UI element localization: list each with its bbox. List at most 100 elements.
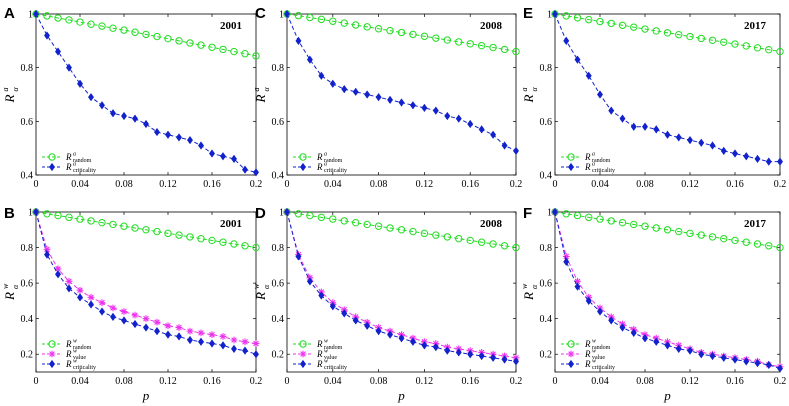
data-point-criticality [253, 350, 259, 359]
data-point-random [306, 211, 314, 220]
data-point-criticality [467, 119, 474, 129]
data-point-criticality [187, 335, 193, 345]
data-point-criticality [176, 133, 182, 142]
y-axis-label: Ra α [252, 87, 271, 104]
data-point-random [65, 213, 73, 222]
data-point-value [98, 299, 106, 307]
data-point-criticality [132, 319, 138, 329]
legend-symbol: R [584, 339, 591, 349]
data-point-criticality [675, 344, 682, 354]
y-tick-label: 0.2 [272, 350, 285, 361]
data-point-random [120, 26, 128, 34]
data-point-random [409, 227, 417, 236]
series-value [32, 208, 260, 347]
data-point-random [43, 210, 51, 218]
data-point-random [708, 36, 717, 44]
data-point-value [109, 304, 117, 312]
data-point-random [512, 243, 520, 252]
y-axis-label-sup: a [520, 88, 529, 92]
data-point-criticality [664, 341, 671, 350]
x-tick-label: 0.08 [115, 376, 133, 387]
data-point-random [596, 215, 604, 223]
data-point-criticality [187, 136, 193, 145]
legend-sup: w [592, 339, 596, 345]
data-point-random [477, 238, 486, 246]
data-point-random [197, 41, 205, 49]
data-point-criticality [154, 127, 160, 137]
data-point-criticality [143, 323, 149, 332]
data-point-random [164, 34, 172, 43]
legend-sup: w [592, 349, 596, 355]
data-point-random [153, 32, 161, 41]
data-point-random [76, 18, 84, 26]
data-point-random [208, 43, 216, 51]
data-point-criticality [552, 9, 558, 19]
y-axis-label-sup: w [1, 283, 10, 289]
data-point-criticality [664, 130, 671, 139]
data-point-criticality [765, 157, 772, 166]
data-point-criticality [478, 125, 485, 134]
data-point-criticality [364, 90, 371, 99]
data-point-criticality [99, 101, 105, 110]
data-point-random [352, 21, 360, 29]
data-point-criticality [318, 291, 325, 300]
data-point-criticality [44, 250, 50, 259]
x-tick-label: 0.04 [591, 376, 609, 387]
legend-label: random [592, 345, 611, 351]
y-tick-label: 0.8 [272, 63, 285, 74]
data-point-criticality [513, 357, 519, 366]
y-axis-label-sub: α [262, 284, 271, 289]
y-tick-label: 0.6 [21, 279, 34, 290]
legend-symbol: R [65, 349, 72, 359]
x-tick-label: 0.08 [370, 376, 388, 387]
legend-sup: w [73, 359, 77, 365]
data-point-random [87, 217, 95, 225]
data-point-criticality [242, 346, 248, 355]
x-tick-label: 0 [553, 376, 558, 387]
data-point-criticality [33, 207, 39, 217]
x-tick-label: 0.2 [510, 179, 523, 190]
data-point-random [432, 231, 440, 239]
data-point-random [443, 233, 451, 241]
data-point-criticality [743, 152, 750, 161]
data-point-random [98, 218, 106, 227]
panel-letter: D [255, 205, 266, 222]
y-axis-label-sup: a [252, 88, 261, 92]
data-point-random [76, 215, 84, 223]
legend-label: criticality [73, 168, 96, 174]
data-point-criticality [77, 79, 83, 88]
data-point-random [675, 30, 683, 39]
data-point-criticality [720, 146, 727, 155]
data-point-value [76, 286, 84, 294]
y-tick-label: 0.6 [21, 117, 34, 128]
data-point-random [175, 37, 183, 45]
data-point-criticality [630, 122, 637, 131]
data-point-criticality [698, 138, 705, 147]
x-tick-label: 0.2 [774, 179, 787, 190]
axes-box [286, 211, 517, 373]
data-point-random [230, 240, 238, 248]
axes-box [35, 211, 257, 373]
legend-marker-value [299, 350, 307, 358]
y-tick-label: 0.4 [540, 171, 553, 182]
data-point-value [574, 277, 581, 285]
data-point-criticality [432, 342, 439, 352]
data-point-random [109, 220, 117, 229]
y-axis-label-sub: α [262, 87, 271, 92]
y-axis-label-sub: α [530, 87, 539, 92]
y-axis-label-main: R [521, 94, 536, 103]
data-point-random [54, 211, 62, 220]
legend-sup: w [592, 359, 596, 365]
x-tick-label: 0.08 [115, 179, 133, 190]
data-point-criticality [306, 277, 313, 286]
data-point-random [500, 242, 509, 250]
data-point-random [776, 243, 784, 252]
data-point-criticality [608, 106, 615, 115]
legend-marker-random [48, 153, 56, 161]
y-axis-label: Ra α [1, 87, 20, 104]
x-tick-label: 0.16 [203, 376, 221, 387]
data-point-random [197, 234, 205, 243]
